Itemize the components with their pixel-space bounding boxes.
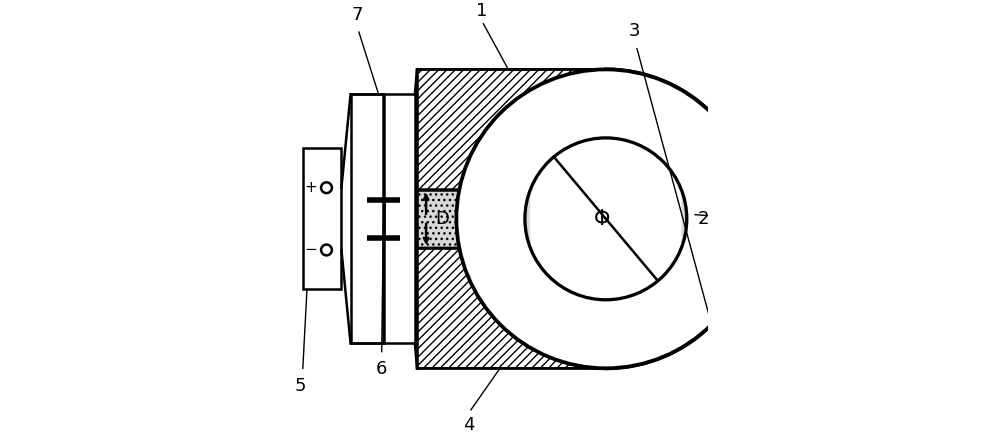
Text: 5: 5 <box>294 377 306 395</box>
Circle shape <box>525 138 687 300</box>
Text: 1: 1 <box>476 2 487 20</box>
Polygon shape <box>351 94 415 344</box>
Text: +: + <box>304 180 317 195</box>
Polygon shape <box>525 138 687 248</box>
PathPatch shape <box>456 69 755 368</box>
Text: 2: 2 <box>697 210 709 228</box>
Polygon shape <box>417 190 755 248</box>
Text: −: − <box>304 242 317 258</box>
Polygon shape <box>303 148 341 290</box>
Text: 6: 6 <box>376 360 387 378</box>
Polygon shape <box>417 69 752 190</box>
Text: 7: 7 <box>351 6 363 24</box>
Circle shape <box>321 182 332 193</box>
Text: $\Phi$: $\Phi$ <box>593 209 610 229</box>
Text: 4: 4 <box>463 416 475 434</box>
Polygon shape <box>417 248 752 368</box>
Text: 3: 3 <box>629 22 641 41</box>
Circle shape <box>321 245 332 255</box>
Text: D: D <box>435 210 449 228</box>
